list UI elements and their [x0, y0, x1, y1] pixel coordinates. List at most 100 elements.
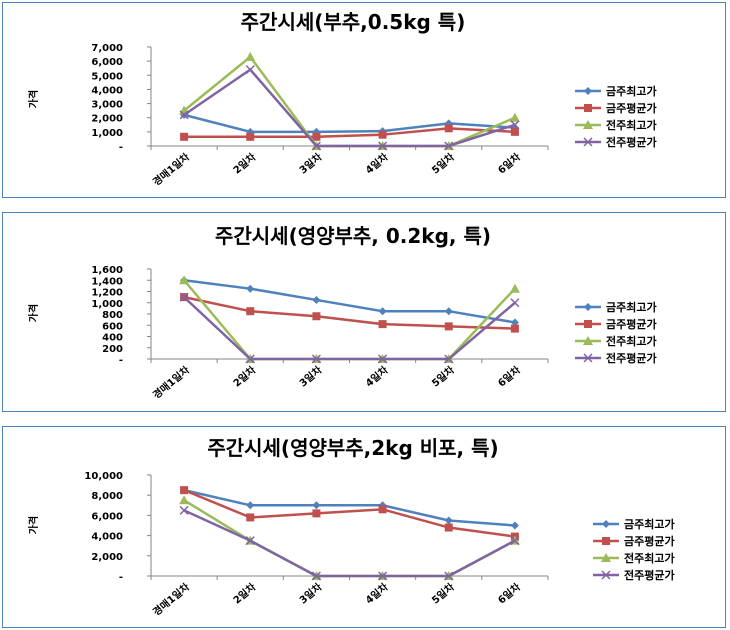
x-tick-label: 4일차 [363, 363, 391, 390]
y-axis-label: 가격 [27, 90, 40, 108]
x-tick-label: 4일차 [363, 150, 391, 177]
data-point [444, 307, 453, 316]
x-tick-label: 3일차 [297, 580, 325, 607]
y-tick-label: 1,200 [91, 288, 123, 299]
legend-marker [583, 120, 593, 129]
data-point [378, 307, 387, 316]
legend-marker [583, 137, 593, 147]
data-point [444, 322, 453, 331]
data-point [246, 284, 255, 293]
data-point [245, 65, 255, 75]
legend-label: 전주평균가 [606, 135, 657, 149]
y-tick-label: 3,000 [91, 100, 123, 111]
legend-label: 금주최고가 [624, 517, 675, 531]
y-tick-label: 400 [102, 333, 123, 344]
chart-2: 주간시세(영양부추, 0.2kg, 특) 가격 -2004006008001,000… [27, 224, 657, 402]
chart-3: 주간시세(영양부추,2kg 비포, 특) 가격 - 2,000 4,000 6,000 8,… [27, 436, 675, 619]
data-point [245, 354, 255, 364]
data-point [179, 110, 189, 120]
y-tick-label: 8,000 [91, 491, 123, 502]
x-tick-label: 4일차 [363, 580, 391, 607]
data-point [180, 486, 189, 495]
legend-label: 금주최고가 [606, 300, 657, 314]
data-point [312, 312, 321, 321]
data-point [378, 354, 388, 364]
data-point [510, 127, 519, 136]
data-point [378, 505, 387, 514]
x-tick-label: 5일차 [429, 363, 457, 390]
legend-label: 금주평균가 [624, 534, 675, 548]
x-tick-label: 3일차 [297, 363, 325, 390]
data-point [179, 292, 189, 302]
y-tick-label: 1,000 [91, 128, 123, 139]
x-tick-label: 6일차 [495, 363, 523, 390]
chart-panel-2: 주간시세(영양부추, 0.2kg, 특) 가격 -200 400 600 800 1,000… [2, 212, 726, 412]
data-point [444, 523, 453, 532]
chart-title: 주간시세(영양부추,2kg 비포, 특) [207, 436, 498, 460]
legend-marker [583, 336, 593, 345]
legend-label: 전주최고가 [606, 334, 657, 348]
y-tick-label: 5,000 [91, 71, 123, 82]
data-point [179, 275, 190, 285]
y-axis-label: 가격 [27, 304, 40, 322]
y-tick-label: 1,400 [91, 276, 123, 287]
series-line [183, 488, 516, 527]
data-point [378, 141, 388, 151]
chart-title: 주간시세(부추,0.5kg 특) [241, 10, 466, 34]
y-tick-label: 6,000 [91, 57, 123, 68]
chart-1: 주간시세(부추,0.5kg 특) 가격 - 1,000 2,000 3,000 4,000 5… [27, 10, 657, 189]
x-tick-label: 경매1일차 [150, 363, 192, 402]
data-point [510, 521, 519, 530]
y-tick-label: 1,000 [91, 299, 123, 310]
y-tick-label: 200 [102, 344, 123, 355]
data-point [246, 132, 255, 141]
legend-label: 전주평균가 [606, 351, 657, 365]
series-line [183, 279, 516, 324]
x-tick-label: 5일차 [429, 580, 457, 607]
legend-marker [584, 104, 592, 112]
series-line [183, 295, 515, 330]
legend-label: 금주평균가 [606, 101, 657, 115]
series-line [184, 127, 515, 139]
legend-marker [602, 537, 610, 545]
data-point [378, 571, 388, 581]
data-point [444, 571, 454, 581]
legend-label: 금주최고가 [606, 84, 657, 98]
data-point [510, 324, 519, 333]
data-point [510, 536, 520, 546]
legend-label: 전주최고가 [606, 118, 657, 132]
data-point [444, 141, 454, 151]
legend-label: 금주평균가 [606, 317, 657, 331]
data-point [312, 295, 321, 304]
series-line [183, 67, 516, 148]
data-point [509, 112, 520, 122]
data-point [311, 354, 321, 364]
legend-label: 전주평균가 [624, 568, 675, 582]
y-tick-label: - [119, 142, 123, 153]
data-point [444, 354, 454, 364]
series-line [183, 113, 515, 134]
y-tick-label: 6,000 [91, 511, 123, 522]
data-point [378, 320, 387, 329]
data-point [179, 505, 189, 515]
x-tick-label: 2일차 [230, 580, 258, 607]
data-point [246, 501, 255, 510]
data-point [180, 132, 189, 141]
y-tick-label: 7,000 [91, 43, 123, 54]
chart-title: 주간시세(영양부추, 0.2kg, 특) [215, 224, 491, 248]
x-tick-label: 경매1일차 [150, 150, 192, 189]
y-tick-label: 600 [102, 321, 123, 332]
y-tick-label: 800 [102, 310, 123, 321]
y-tick-label: - [119, 572, 123, 583]
y-tick-label: 2,000 [91, 114, 123, 125]
y-tick-label: 1,600 [91, 265, 123, 276]
data-point [245, 536, 255, 546]
x-tick-label: 6일차 [495, 150, 523, 177]
y-axis-label: 가격 [27, 516, 40, 534]
chart-panel-3: 주간시세(영양부추,2kg 비포, 특) 가격 - 2,000 4,000 6,000 8,… [2, 426, 726, 628]
data-point [312, 132, 321, 141]
x-tick-label: 6일차 [495, 580, 523, 607]
legend-label: 전주최고가 [624, 551, 675, 565]
x-tick-label: 3일차 [297, 150, 325, 177]
x-tick-label: 경매1일차 [150, 580, 192, 619]
